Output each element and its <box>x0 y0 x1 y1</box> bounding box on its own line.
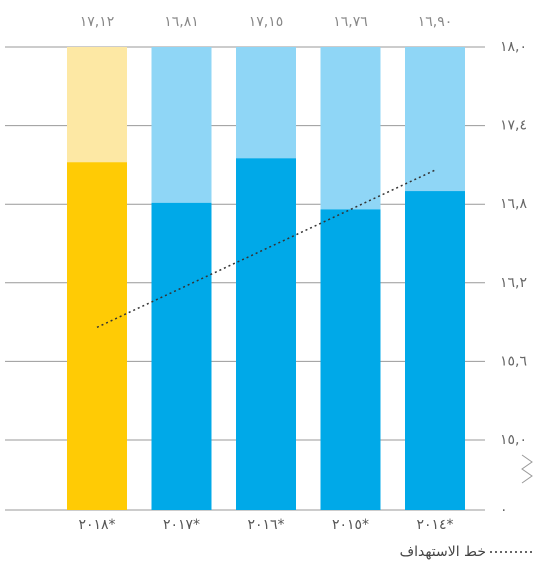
y-tick-label: ١٨,٠ <box>500 39 527 55</box>
legend-label: خط الاستهداف <box>400 544 486 560</box>
y-tick-label: ١٦,٢ <box>500 275 527 291</box>
value-label: ١٦,٨١ <box>164 14 199 30</box>
x-tick-label: ٢٠١٧* <box>163 517 200 533</box>
x-tick-label: ٢٠١٤* <box>416 517 453 533</box>
y-tick-label: ٠ <box>500 502 508 518</box>
y-tick-label: ١٥,٠ <box>500 432 527 448</box>
bar <box>151 202 212 510</box>
value-label: ١٧,١٥ <box>249 14 284 30</box>
x-tick-label: ٢٠١٥* <box>332 517 369 533</box>
bar <box>320 209 381 510</box>
bar <box>67 162 127 510</box>
y-tick-label: ١٧,٤ <box>500 118 527 134</box>
target-line <box>96 169 436 329</box>
value-label: ١٧,١٢ <box>80 14 115 30</box>
bar <box>236 158 296 510</box>
x-tick-label: ٢٠١٨* <box>78 517 115 533</box>
y-tick-label: ١٥,٦ <box>500 353 527 369</box>
value-label: ١٦,٩٠ <box>418 14 453 30</box>
value-label: ١٦,٧٦ <box>333 14 368 30</box>
bar <box>405 191 465 510</box>
y-tick-label: ١٦,٨ <box>500 196 527 212</box>
axis-break <box>521 454 533 484</box>
x-tick-label: ٢٠١٦* <box>247 517 284 533</box>
